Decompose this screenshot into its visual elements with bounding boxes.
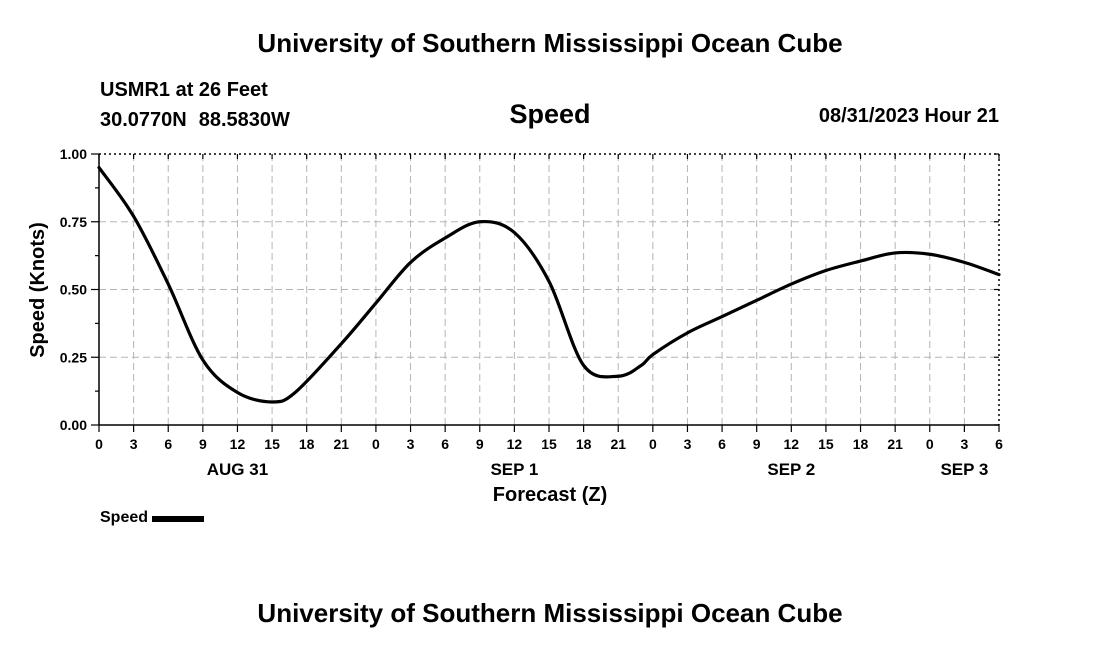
x-tick-label: 3 — [684, 436, 692, 452]
x-tick-label: 18 — [299, 436, 315, 452]
x-tick-label: 6 — [995, 436, 1003, 452]
x-tick-label: 21 — [334, 436, 350, 452]
x-axis-label: Forecast (Z) — [493, 484, 607, 506]
x-tick-label: 15 — [264, 436, 280, 452]
y-tick-label: 1.00 — [60, 146, 87, 162]
y-axis-label: Speed (Knots) — [27, 222, 49, 358]
x-tick-label: 6 — [164, 436, 172, 452]
station-info: USMR1 at 26 Feet 30.0770N 88.5830W — [100, 75, 290, 135]
x-tick-label: 9 — [199, 436, 207, 452]
day-label: AUG 31 — [207, 460, 268, 479]
legend-line-swatch — [152, 516, 205, 522]
x-tick-label: 9 — [753, 436, 761, 452]
legend: Speed — [100, 509, 205, 527]
speed-series — [97, 165, 1001, 404]
station-name: USMR1 at 26 Feet — [100, 79, 268, 101]
footer-title: University of Southern Mississippi Ocean… — [257, 598, 843, 628]
x-tick-label: 12 — [230, 436, 246, 452]
x-axis-ticks: 0 3 6 9 12 15 18 21 0 3 6 9 12 15 18 21 0 3 6 9 12 15 18 21 0 3 6 — [95, 154, 1003, 452]
y-tick-label: 0.50 — [60, 282, 87, 298]
x-tick-label: 9 — [476, 436, 484, 452]
x-tick-label: 6 — [718, 436, 726, 452]
x-tick-label: 0 — [95, 436, 103, 452]
y-axis-ticks: 0.00 0.25 0.50 0.75 1.00 — [60, 146, 999, 433]
y-tick-label: 0.00 — [60, 417, 87, 433]
x-tick-label: 12 — [784, 436, 800, 452]
main-title: University of Southern Mississippi Ocean… — [257, 28, 843, 58]
x-tick-label: 21 — [887, 436, 903, 452]
forecast-issued-time: 08/31/2023 Hour 21 — [818, 105, 999, 127]
station-longitude: 88.5830W — [198, 109, 290, 131]
day-label: SEP 1 — [490, 460, 538, 479]
x-tick-label: 3 — [130, 436, 138, 452]
day-labels: AUG 31 SEP 1 SEP 2 SEP 3 — [207, 460, 989, 479]
x-tick-label: 0 — [926, 436, 934, 452]
x-tick-label: 3 — [960, 436, 968, 452]
x-tick-label: 15 — [818, 436, 834, 452]
x-tick-label: 6 — [441, 436, 449, 452]
chart-title: Speed — [509, 99, 591, 129]
day-label: SEP 2 — [767, 460, 815, 479]
x-tick-label: 15 — [541, 436, 557, 452]
station-latitude: 30.0770N — [100, 109, 187, 131]
day-label: SEP 3 — [940, 460, 988, 479]
legend-label: Speed — [100, 509, 149, 526]
x-tick-label: 18 — [853, 436, 869, 452]
chart-grid — [99, 154, 999, 425]
y-tick-label: 0.75 — [60, 214, 87, 230]
x-tick-label: 0 — [649, 436, 657, 452]
x-tick-label: 3 — [407, 436, 415, 452]
x-tick-label: 12 — [507, 436, 523, 452]
speed-line — [97, 165, 1001, 404]
x-tick-label: 18 — [576, 436, 592, 452]
x-tick-label: 0 — [372, 436, 380, 452]
y-tick-label: 0.25 — [60, 349, 87, 365]
x-tick-label: 21 — [610, 436, 626, 452]
station-coordinates: 30.0770N 88.5830W — [100, 105, 290, 135]
